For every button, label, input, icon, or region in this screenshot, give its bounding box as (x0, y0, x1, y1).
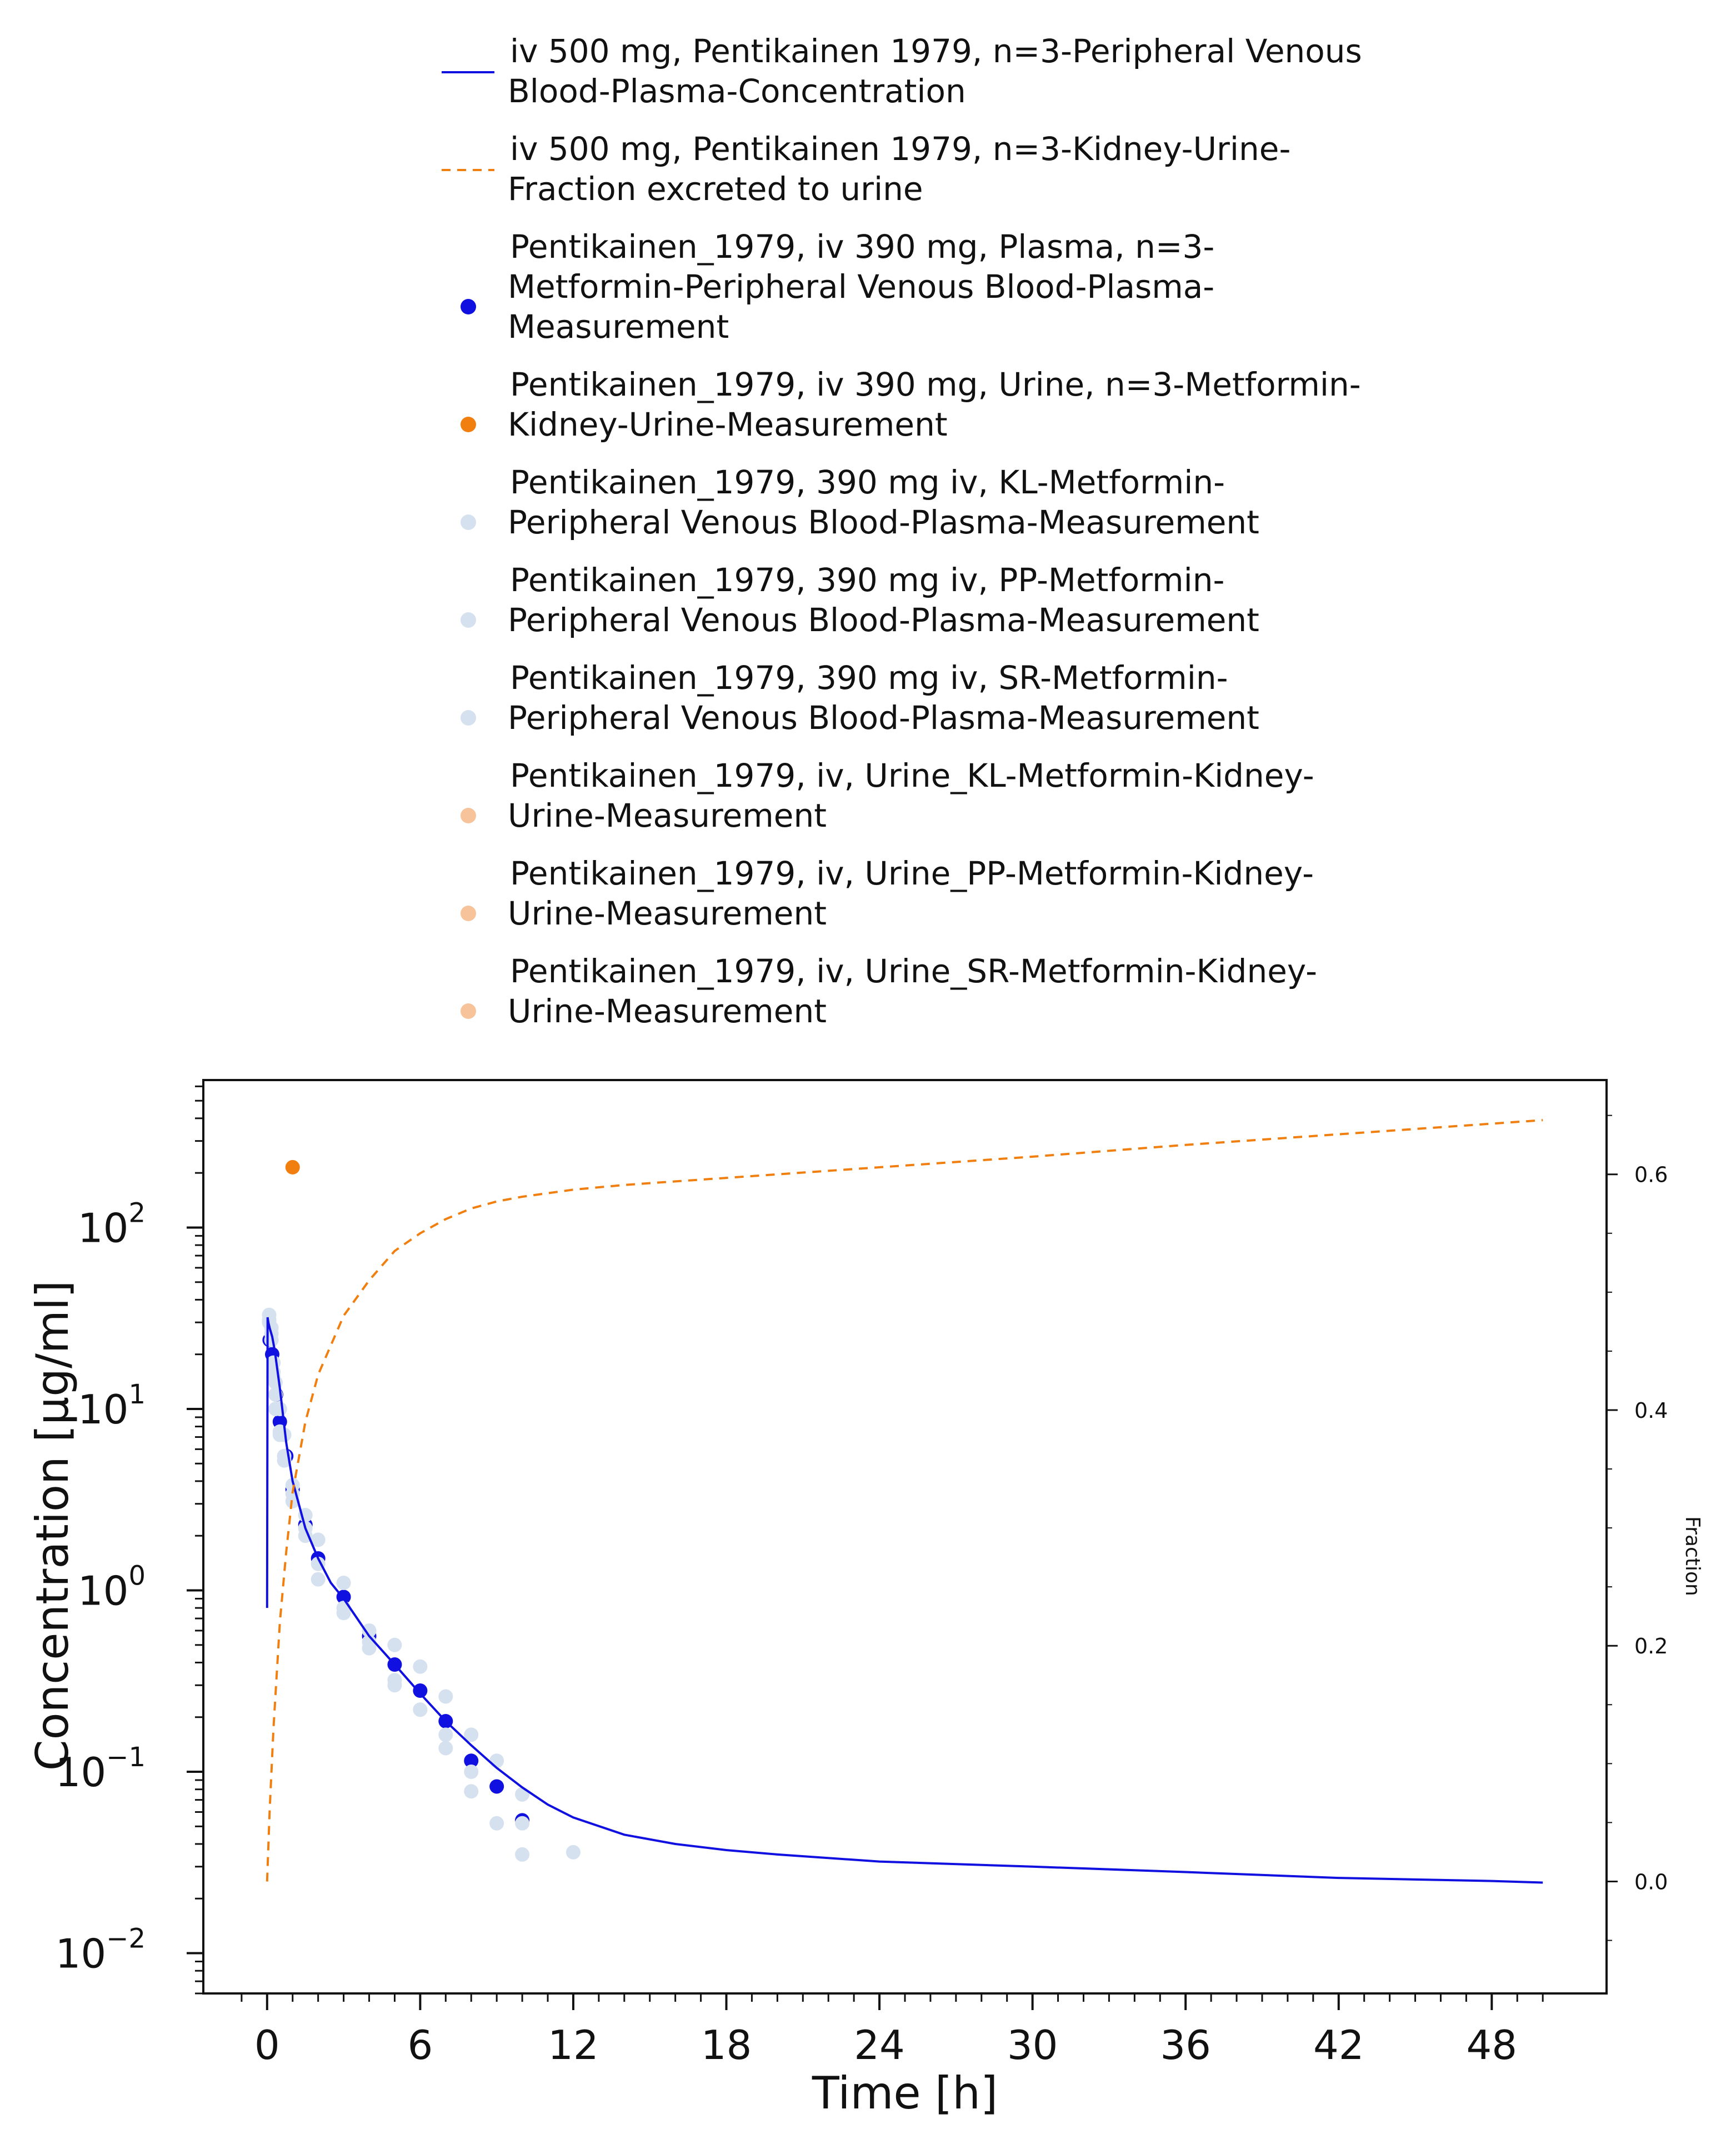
data-point-s6 (566, 1845, 581, 1860)
y-tick-exponent: 1 (128, 1379, 146, 1410)
legend-item: Pentikainen_1979, 390 mg iv, PP-Metformi… (461, 561, 1259, 639)
legend-swatch-dot (461, 612, 476, 628)
y2-tick-label: 0.0 (1634, 1870, 1668, 1894)
y-tick-exponent: −1 (106, 1742, 146, 1773)
legend-label: Blood-Plasma-Concentration (508, 72, 966, 110)
x-tick-label: 0 (254, 2022, 280, 2068)
x-tick-label: 12 (548, 2022, 599, 2068)
y2-tick-label: 0.4 (1634, 1398, 1668, 1423)
legend-item: iv 500 mg, Pentikainen 1979, n=3-Periphe… (442, 32, 1362, 110)
data-point-s6 (387, 1678, 402, 1693)
data-point-s6 (268, 1401, 283, 1416)
data-point-s6 (515, 1847, 530, 1862)
data-point-s6 (438, 1741, 453, 1756)
legend-label: Urine-Measurement (508, 992, 827, 1030)
data-point-s2 (464, 1753, 479, 1768)
y2-axis-label: Fraction (1681, 1516, 1704, 1596)
data-point-s2 (413, 1683, 428, 1698)
legend-item: Pentikainen_1979, iv, Urine_PP-Metformin… (461, 854, 1314, 932)
data-point-s3 (285, 1160, 300, 1175)
data-point-s6 (336, 1606, 351, 1621)
legend-label: iv 500 mg, Pentikainen 1979, n=3-Kidney-… (510, 130, 1290, 168)
data-point-s4 (438, 1689, 453, 1704)
data-point-s4 (362, 1623, 377, 1638)
legend-item: iv 500 mg, Pentikainen 1979, n=3-Kidney-… (442, 130, 1290, 208)
x-tick-label: 18 (701, 2022, 752, 2068)
legend-item: Pentikainen_1979, 390 mg iv, SR-Metformi… (461, 659, 1259, 737)
legend-label: Pentikainen_1979, iv, Urine_PP-Metformin… (510, 854, 1314, 892)
legend-swatch-dot (461, 710, 476, 726)
data-point-s4 (336, 1575, 351, 1590)
y-axis-right: 0.0 0.2 0.4 0.6 (1607, 1115, 1668, 1941)
legend-label: Urine-Measurement (508, 894, 827, 932)
legend-swatch-dot (461, 514, 476, 530)
legend-label: Pentikainen_1979, iv 390 mg, Plasma, n=3… (510, 228, 1214, 266)
legend-label: iv 500 mg, Pentikainen 1979, n=3-Periphe… (510, 32, 1362, 70)
x-tick-label: 42 (1313, 2022, 1364, 2068)
legend-label: Pentikainen_1979, iv, Urine_KL-Metformin… (510, 757, 1314, 794)
y-tick-exponent: −2 (106, 1923, 146, 1955)
legend-label: Kidney-Urine-Measurement (508, 406, 948, 443)
data-point-s4 (515, 1787, 530, 1802)
legend-label: Urine-Measurement (508, 797, 827, 834)
x-tick-label: 48 (1467, 2022, 1518, 2068)
legend-item: Pentikainen_1979, iv 390 mg, Plasma, n=3… (461, 228, 1214, 346)
legend-label: Metformin-Peripheral Venous Blood-Plasma… (508, 268, 1214, 306)
data-point-s4 (413, 1659, 428, 1674)
legend-label: Fraction excreted to urine (508, 170, 923, 208)
legend-item: Pentikainen_1979, iv, Urine_SR-Metformin… (461, 952, 1317, 1030)
legend-label: Pentikainen_1979, 390 mg iv, PP-Metformi… (510, 561, 1224, 599)
y2-tick-label: 0.6 (1634, 1163, 1668, 1187)
x-tick-label: 6 (407, 2022, 433, 2068)
y-tick-exponent: 0 (128, 1561, 146, 1592)
data-point-s6 (464, 1784, 479, 1799)
y-axis-label: Concentration [µg/ml] (27, 1281, 78, 1771)
y2-tick-label: 0.2 (1634, 1634, 1668, 1658)
series-line-1 (266, 1119, 1543, 1882)
legend-swatch-dot (461, 808, 476, 823)
data-point-s5 (464, 1765, 479, 1780)
legend-label: Peripheral Venous Blood-Plasma-Measureme… (508, 699, 1259, 737)
data-point-s4 (311, 1532, 326, 1547)
data-point-s5 (438, 1727, 453, 1742)
data-point-s4 (489, 1753, 504, 1768)
legend-label: Pentikainen_1979, 390 mg iv, KL-Metformi… (510, 463, 1225, 501)
x-axis-label: Time [h] (812, 2067, 998, 2119)
legend: iv 500 mg, Pentikainen 1979, n=3-Periphe… (442, 32, 1362, 1030)
legend-item: Pentikainen_1979, iv, Urine_KL-Metformin… (461, 757, 1314, 834)
legend-label: Pentikainen_1979, 390 mg iv, SR-Metformi… (510, 659, 1228, 697)
legend-label: Peripheral Venous Blood-Plasma-Measureme… (508, 601, 1259, 639)
legend-item: Pentikainen_1979, 390 mg iv, KL-Metformi… (461, 463, 1259, 541)
legend-swatch-dot (461, 906, 476, 921)
x-tick-label: 30 (1007, 2022, 1058, 2068)
model-curves (266, 1119, 1543, 1884)
x-axis: 0 6 12 18 24 30 36 42 48 (241, 1993, 1544, 2068)
legend-label: Measurement (508, 308, 729, 346)
data-point-s4 (387, 1637, 402, 1652)
y-tick-exponent: 2 (128, 1197, 146, 1228)
legend-swatch-dot (461, 1003, 476, 1019)
data-point-s6 (413, 1702, 428, 1717)
data-point-s2 (489, 1779, 504, 1794)
legend-label: Pentikainen_1979, iv 390 mg, Urine, n=3-… (510, 366, 1361, 403)
legend-swatch-dot (461, 299, 476, 314)
legend-item: Pentikainen_1979, iv 390 mg, Urine, n=3-… (461, 366, 1361, 443)
legend-label: Peripheral Venous Blood-Plasma-Measureme… (508, 503, 1259, 541)
series-line-0 (266, 1317, 1543, 1884)
data-point-s6 (311, 1572, 326, 1587)
x-tick-label: 36 (1160, 2022, 1211, 2068)
legend-label: Pentikainen_1979, iv, Urine_SR-Metformin… (510, 952, 1317, 990)
data-point-s4 (464, 1727, 479, 1742)
data-point-s6 (272, 1427, 287, 1442)
x-tick-label: 24 (854, 2022, 905, 2068)
data-point-s5 (489, 1816, 504, 1831)
legend-swatch-dot (461, 417, 476, 432)
data-point-s5 (515, 1816, 530, 1831)
data-point-s6 (362, 1641, 377, 1656)
